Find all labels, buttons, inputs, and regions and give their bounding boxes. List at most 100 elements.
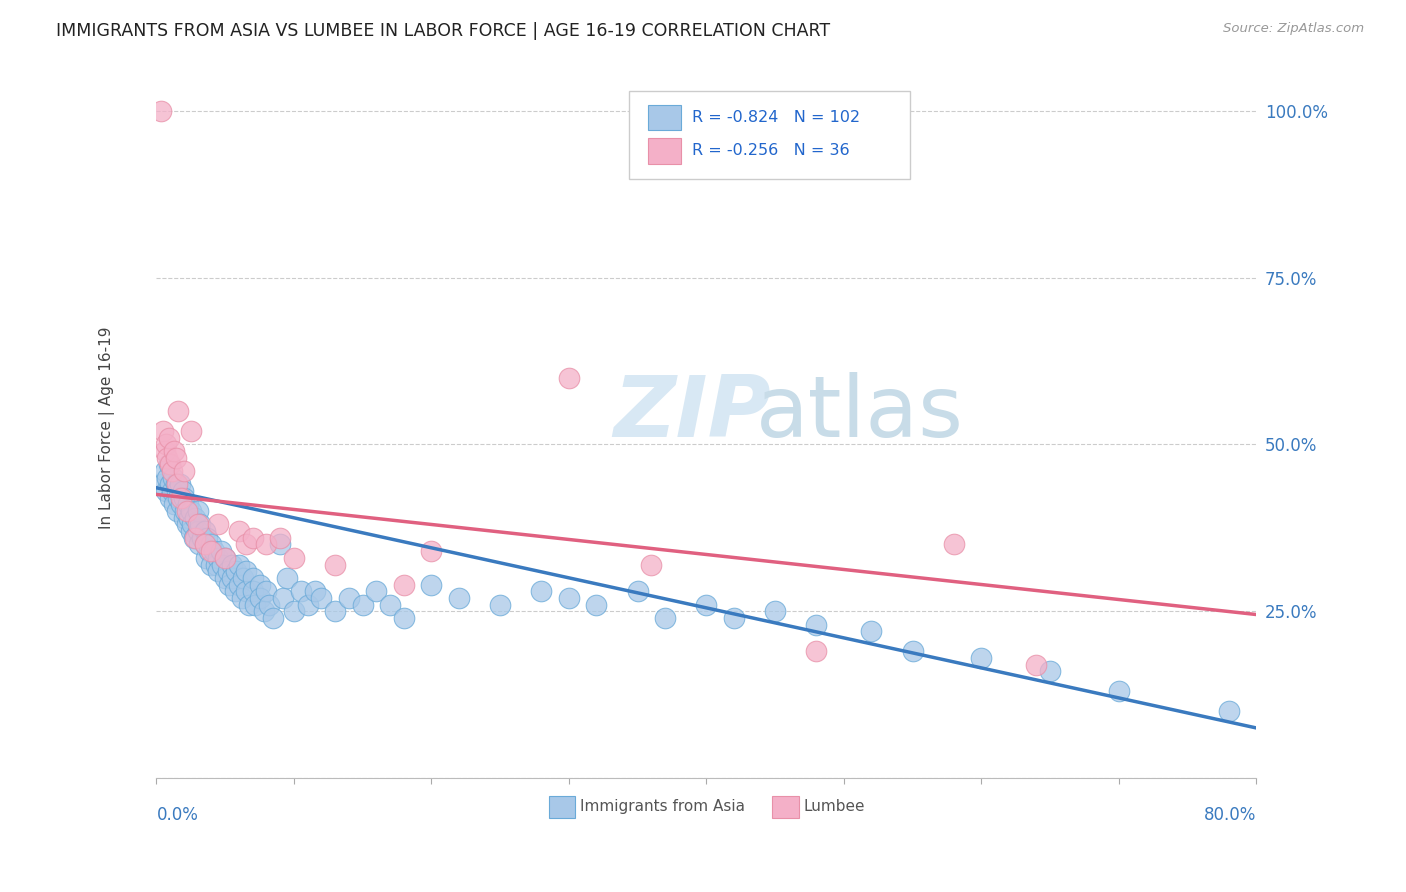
Point [200,537,222,551]
Point [179,510,201,524]
Point [585,598,607,612]
Point [271,591,294,605]
Point [194,550,217,565]
Point [163,498,186,512]
Point [217,564,239,578]
Point [269,531,291,545]
Point [1218,704,1240,718]
Point [200,558,222,572]
Point [195,531,218,545]
Point [530,584,553,599]
Point [160,464,183,478]
Point [159,477,181,491]
Point [156,450,179,465]
Point [420,544,443,558]
Point [207,564,229,578]
Point [214,571,236,585]
Point [269,537,291,551]
Point [242,571,264,585]
Point [366,584,388,599]
Point [245,598,267,612]
Point [193,537,215,551]
Point [558,370,581,384]
Point [231,591,253,605]
Point [695,598,717,612]
Point [297,598,319,612]
Point [170,491,193,505]
Point [254,537,277,551]
Point [204,558,226,572]
Point [392,577,415,591]
Point [420,577,443,591]
Point [228,524,250,538]
Point [1039,665,1062,679]
Point [159,491,181,505]
Point [180,524,202,538]
Point [304,584,326,599]
Point [173,491,195,505]
Text: Lumbee: Lumbee [803,799,865,814]
Point [197,544,219,558]
Point [180,424,202,438]
Point [167,404,190,418]
Point [1025,657,1047,672]
Point [209,544,232,558]
Point [156,471,179,485]
Point [165,477,187,491]
Point [640,558,662,572]
Point [202,544,225,558]
Point [162,471,184,485]
Point [221,558,243,572]
Point [228,577,250,591]
Point [290,584,312,599]
Point [190,517,212,532]
Point [170,498,193,512]
Point [181,517,204,532]
FancyBboxPatch shape [630,92,910,179]
Point [159,458,181,472]
Point [176,504,198,518]
Point [378,598,401,612]
Point [627,584,650,599]
Point [262,611,284,625]
Point [155,437,177,451]
Point [254,584,277,599]
Point [392,611,415,625]
Point [174,504,197,518]
Point [942,537,965,551]
Point [187,524,209,538]
Point [1108,684,1130,698]
Point [225,564,247,578]
Bar [648,138,681,163]
Point [249,591,271,605]
Point [160,484,183,499]
Point [235,537,257,551]
Text: IMMIGRANTS FROM ASIA VS LUMBEE IN LABOR FORCE | AGE 16-19 CORRELATION CHART: IMMIGRANTS FROM ASIA VS LUMBEE IN LABOR … [56,22,831,40]
Text: 0.0%: 0.0% [156,806,198,824]
Bar [648,104,681,130]
Point [166,504,188,518]
Point [188,537,211,551]
Point [235,584,257,599]
Point [166,477,188,491]
Point [242,584,264,599]
Point [447,591,470,605]
Text: 80.0%: 80.0% [1204,806,1257,824]
Point [235,564,257,578]
Point [191,531,214,545]
Point [214,550,236,565]
Point [214,550,236,565]
Point [150,477,173,491]
Text: Immigrants from Asia: Immigrants from Asia [579,799,745,814]
Text: atlas: atlas [756,372,965,455]
Point [723,611,745,625]
Point [806,617,828,632]
Point [253,604,276,618]
Bar [550,796,575,818]
Point [901,644,924,658]
Point [806,644,828,658]
Point [218,577,240,591]
Point [211,558,233,572]
Point [184,531,207,545]
Point [187,517,209,532]
